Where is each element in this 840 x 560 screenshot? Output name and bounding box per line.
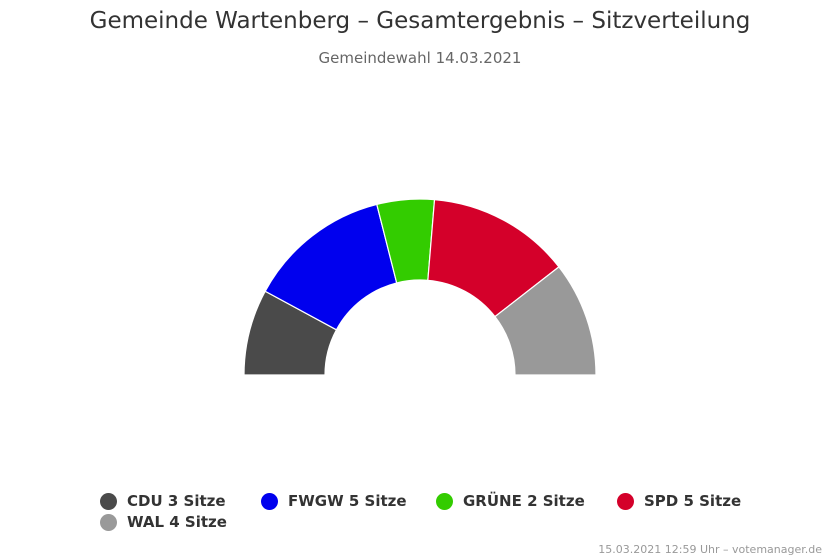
slice-wal[interactable] [494, 266, 597, 376]
legend-label-cdu: CDU 3 Sitze [127, 492, 226, 510]
chart-subtitle: Gemeindewahl 14.03.2021 [318, 49, 522, 67]
legend-label-wal: WAL 4 Sitze [127, 513, 227, 531]
chart-title: Gemeinde Wartenberg – Gesamtergebnis – S… [89, 8, 751, 34]
legend-marker-wal [100, 513, 117, 531]
legend-item-fwgw[interactable]: FWGW 5 Sitze [261, 492, 407, 510]
legend-label-spd: SPD 5 Sitze [644, 492, 742, 510]
legend-marker-fwgw [261, 492, 278, 510]
legend-item-gruene[interactable]: GRÜNE 2 Sitze [436, 492, 585, 510]
legend-label-gruene: GRÜNE 2 Sitze [463, 492, 585, 510]
legend-item-wal[interactable]: WAL 4 Sitze [100, 513, 227, 531]
credit-text: 15.03.2021 12:59 Uhr – votemanager.de [598, 543, 822, 556]
legend-marker-spd [617, 492, 634, 510]
legend-item-spd[interactable]: SPD 5 Sitze [617, 492, 741, 510]
legend-marker-gruene [436, 492, 453, 510]
legend-item-cdu[interactable]: CDU 3 Sitze [100, 492, 226, 510]
legend-marker-cdu [100, 492, 117, 510]
legend-label-fwgw: FWGW 5 Sitze [288, 492, 407, 510]
